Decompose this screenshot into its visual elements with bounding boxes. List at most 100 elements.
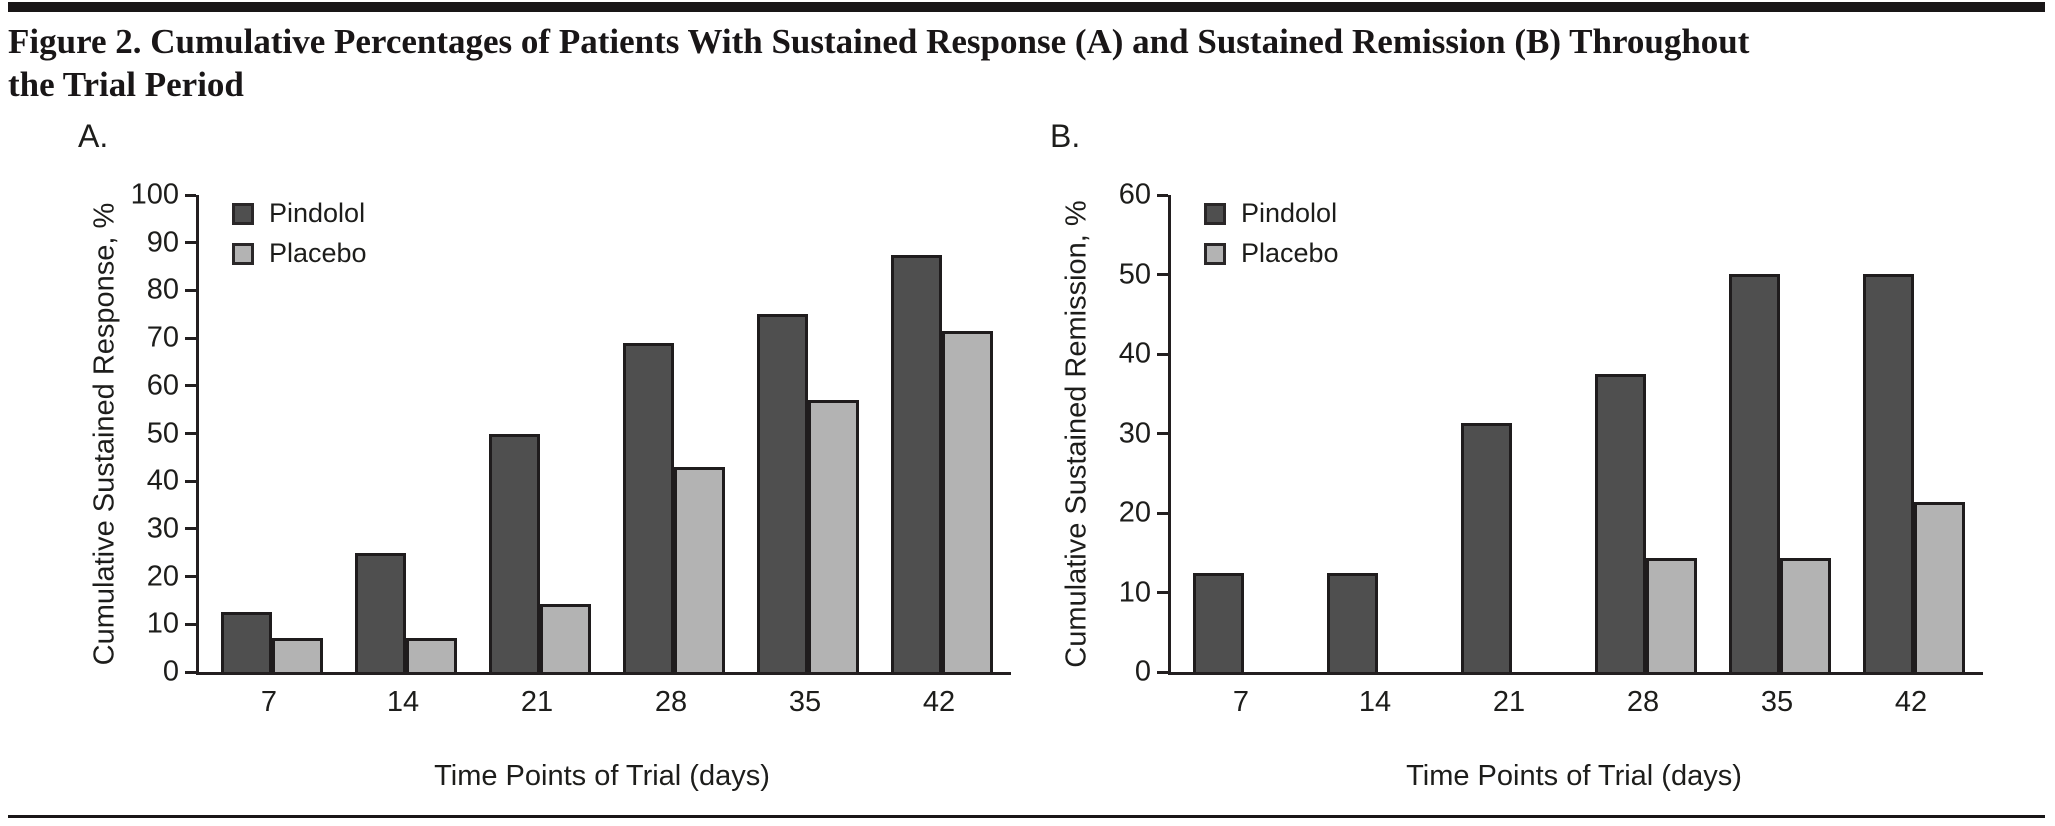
bar-placebo-day-7 — [272, 638, 323, 672]
y-tick-label: 20 — [1118, 496, 1151, 529]
bar-pindolol-day-7 — [1193, 573, 1244, 672]
bar-group-day-42 — [1863, 274, 1965, 672]
x-tick-label-day-7: 7 — [260, 686, 278, 718]
y-tick-mark — [1157, 193, 1168, 197]
panel-a-plot-area: 0 10 20 30 40 50 60 70 80 90 100 Pindolol Placebo — [131, 180, 1011, 686]
bar-placebo-day-35 — [1780, 558, 1831, 672]
legend-item-pindolol: Pindolol — [232, 198, 367, 229]
panel-b-label: B. — [1050, 118, 1081, 154]
bar-placebo-day-28 — [674, 467, 725, 672]
bar-pindolol-day-28 — [1595, 374, 1646, 672]
y-tick-mark — [185, 241, 196, 245]
bar-group-day-21 — [489, 434, 591, 672]
legend-item-pindolol: Pindolol — [1204, 198, 1339, 229]
legend-label-placebo: Placebo — [1241, 238, 1339, 268]
legend-swatch-pindolol-icon — [1204, 202, 1226, 225]
y-tick-mark — [1157, 670, 1168, 674]
y-tick-mark — [1157, 511, 1168, 515]
y-tick-label: 50 — [1118, 258, 1151, 290]
bar-placebo-day-35 — [808, 400, 859, 672]
figure-title: Figure 2. Cumulative Percentages of Pati… — [8, 20, 2008, 106]
bar-pindolol-day-21 — [1461, 423, 1512, 672]
figure-title-line2: the Trial Period — [8, 65, 244, 104]
bar-placebo-day-14 — [406, 638, 457, 672]
y-axis-ticks: 0 10 20 30 40 50 60 70 80 90 100 — [131, 180, 1011, 686]
x-tick-label-day-21: 21 — [1492, 686, 1526, 718]
legend-swatch-pindolol-icon — [232, 202, 254, 225]
x-tick-label-day-28: 28 — [1626, 686, 1660, 718]
y-tick-label: 80 — [146, 273, 179, 306]
y-tick-label: 90 — [146, 226, 179, 259]
y-tick-mark — [1157, 352, 1168, 356]
x-tick-labels: 7 14 21 28 35 42 — [1168, 686, 1980, 719]
legend-swatch-placebo-icon — [1204, 242, 1226, 265]
bar-pindolol-day-21 — [489, 434, 540, 672]
bar-pindolol-day-28 — [623, 343, 674, 672]
x-tick-label-day-7: 7 — [1232, 686, 1250, 718]
panel-b-y-axis-title: Cumulative Sustained Remission, % — [1060, 200, 1093, 668]
y-tick-label: 20 — [146, 560, 179, 593]
bar-group-day-28 — [1595, 374, 1697, 672]
y-tick-mark — [185, 288, 196, 292]
y-tick-label: 50 — [146, 417, 179, 449]
y-axis-ticks: 0 10 20 30 40 50 60 — [1119, 180, 1983, 686]
legend-item-placebo: Placebo — [1204, 238, 1339, 269]
y-tick-label: 60 — [146, 369, 179, 402]
y-tick-mark — [1157, 591, 1168, 594]
bar-pindolol-day-14 — [355, 553, 406, 672]
y-tick-mark — [185, 527, 196, 531]
panel-b-plot-area: 0 10 20 30 40 50 60 Pindolol Placebo — [1119, 180, 1983, 686]
legend-swatch-placebo-icon — [232, 242, 254, 265]
bar-group-day-35 — [757, 314, 859, 672]
y-tick-label: 0 — [1134, 655, 1151, 688]
legend: Pindolol Placebo — [1204, 198, 1339, 269]
bar-group-day-7 — [221, 612, 323, 672]
top-rule — [8, 2, 2045, 12]
x-tick-label-day-28: 28 — [654, 686, 688, 718]
y-tick-mark — [185, 432, 196, 435]
legend-label-pindolol: Pindolol — [1241, 198, 1338, 228]
y-tick-label: 10 — [146, 607, 179, 640]
bar-group-day-28 — [623, 343, 725, 672]
bar-placebo-day-42 — [942, 331, 993, 672]
x-tick-label-day-14: 14 — [1358, 686, 1392, 718]
y-tick-label: 70 — [146, 321, 179, 354]
y-tick-mark — [185, 670, 196, 674]
bars — [1171, 195, 1983, 672]
x-tick-label-day-21: 21 — [520, 686, 554, 718]
y-tick-label: 10 — [1118, 576, 1151, 608]
x-tick-labels: 7 14 21 28 35 42 — [196, 686, 1008, 719]
bar-group-day-21 — [1461, 423, 1563, 672]
x-tick-label-day-35: 35 — [1760, 686, 1794, 718]
bar-group-day-14 — [355, 553, 457, 672]
y-tick-label: 40 — [146, 464, 179, 497]
bars — [199, 195, 1011, 672]
bar-placebo-day-21 — [540, 604, 591, 672]
bar-placebo-day-28 — [1646, 558, 1697, 672]
bar-group-day-7 — [1193, 573, 1295, 672]
bar-pindolol-day-42 — [1863, 274, 1914, 672]
x-tick-label-day-35: 35 — [788, 686, 822, 718]
panel-a-y-axis-title: Cumulative Sustained Response, % — [88, 202, 121, 666]
bar-placebo-day-42 — [1914, 502, 1965, 672]
y-tick-label: 60 — [1118, 178, 1151, 211]
bar-pindolol-day-35 — [757, 314, 808, 672]
bar-group-day-42 — [891, 255, 993, 672]
panel-a: A. Cumulative Sustained Response, % 0 10 2… — [75, 110, 1045, 815]
y-tick-label: 30 — [146, 512, 179, 545]
legend-label-placebo: Placebo — [269, 238, 367, 268]
bar-pindolol-day-14 — [1327, 573, 1378, 672]
panel-a-label: A. — [78, 118, 109, 154]
y-tick-mark — [185, 622, 196, 626]
bar-group-day-35 — [1729, 274, 1831, 672]
y-tick-label: 30 — [1118, 417, 1151, 449]
x-tick-label-day-42: 42 — [1894, 686, 1928, 718]
x-tick-label-day-14: 14 — [386, 686, 420, 718]
bar-pindolol-day-7 — [221, 612, 272, 672]
panel-b: B. Cumulative Sustained Remission, % 0 10… — [1047, 110, 2017, 815]
figure-title-line1: Figure 2. Cumulative Percentages of Pati… — [8, 22, 1750, 61]
bottom-rule — [8, 815, 2045, 818]
y-tick-mark — [185, 336, 196, 340]
panel-b-x-axis-title: Time Points of Trial (days) — [1406, 760, 1742, 792]
bar-group-day-14 — [1327, 573, 1429, 672]
